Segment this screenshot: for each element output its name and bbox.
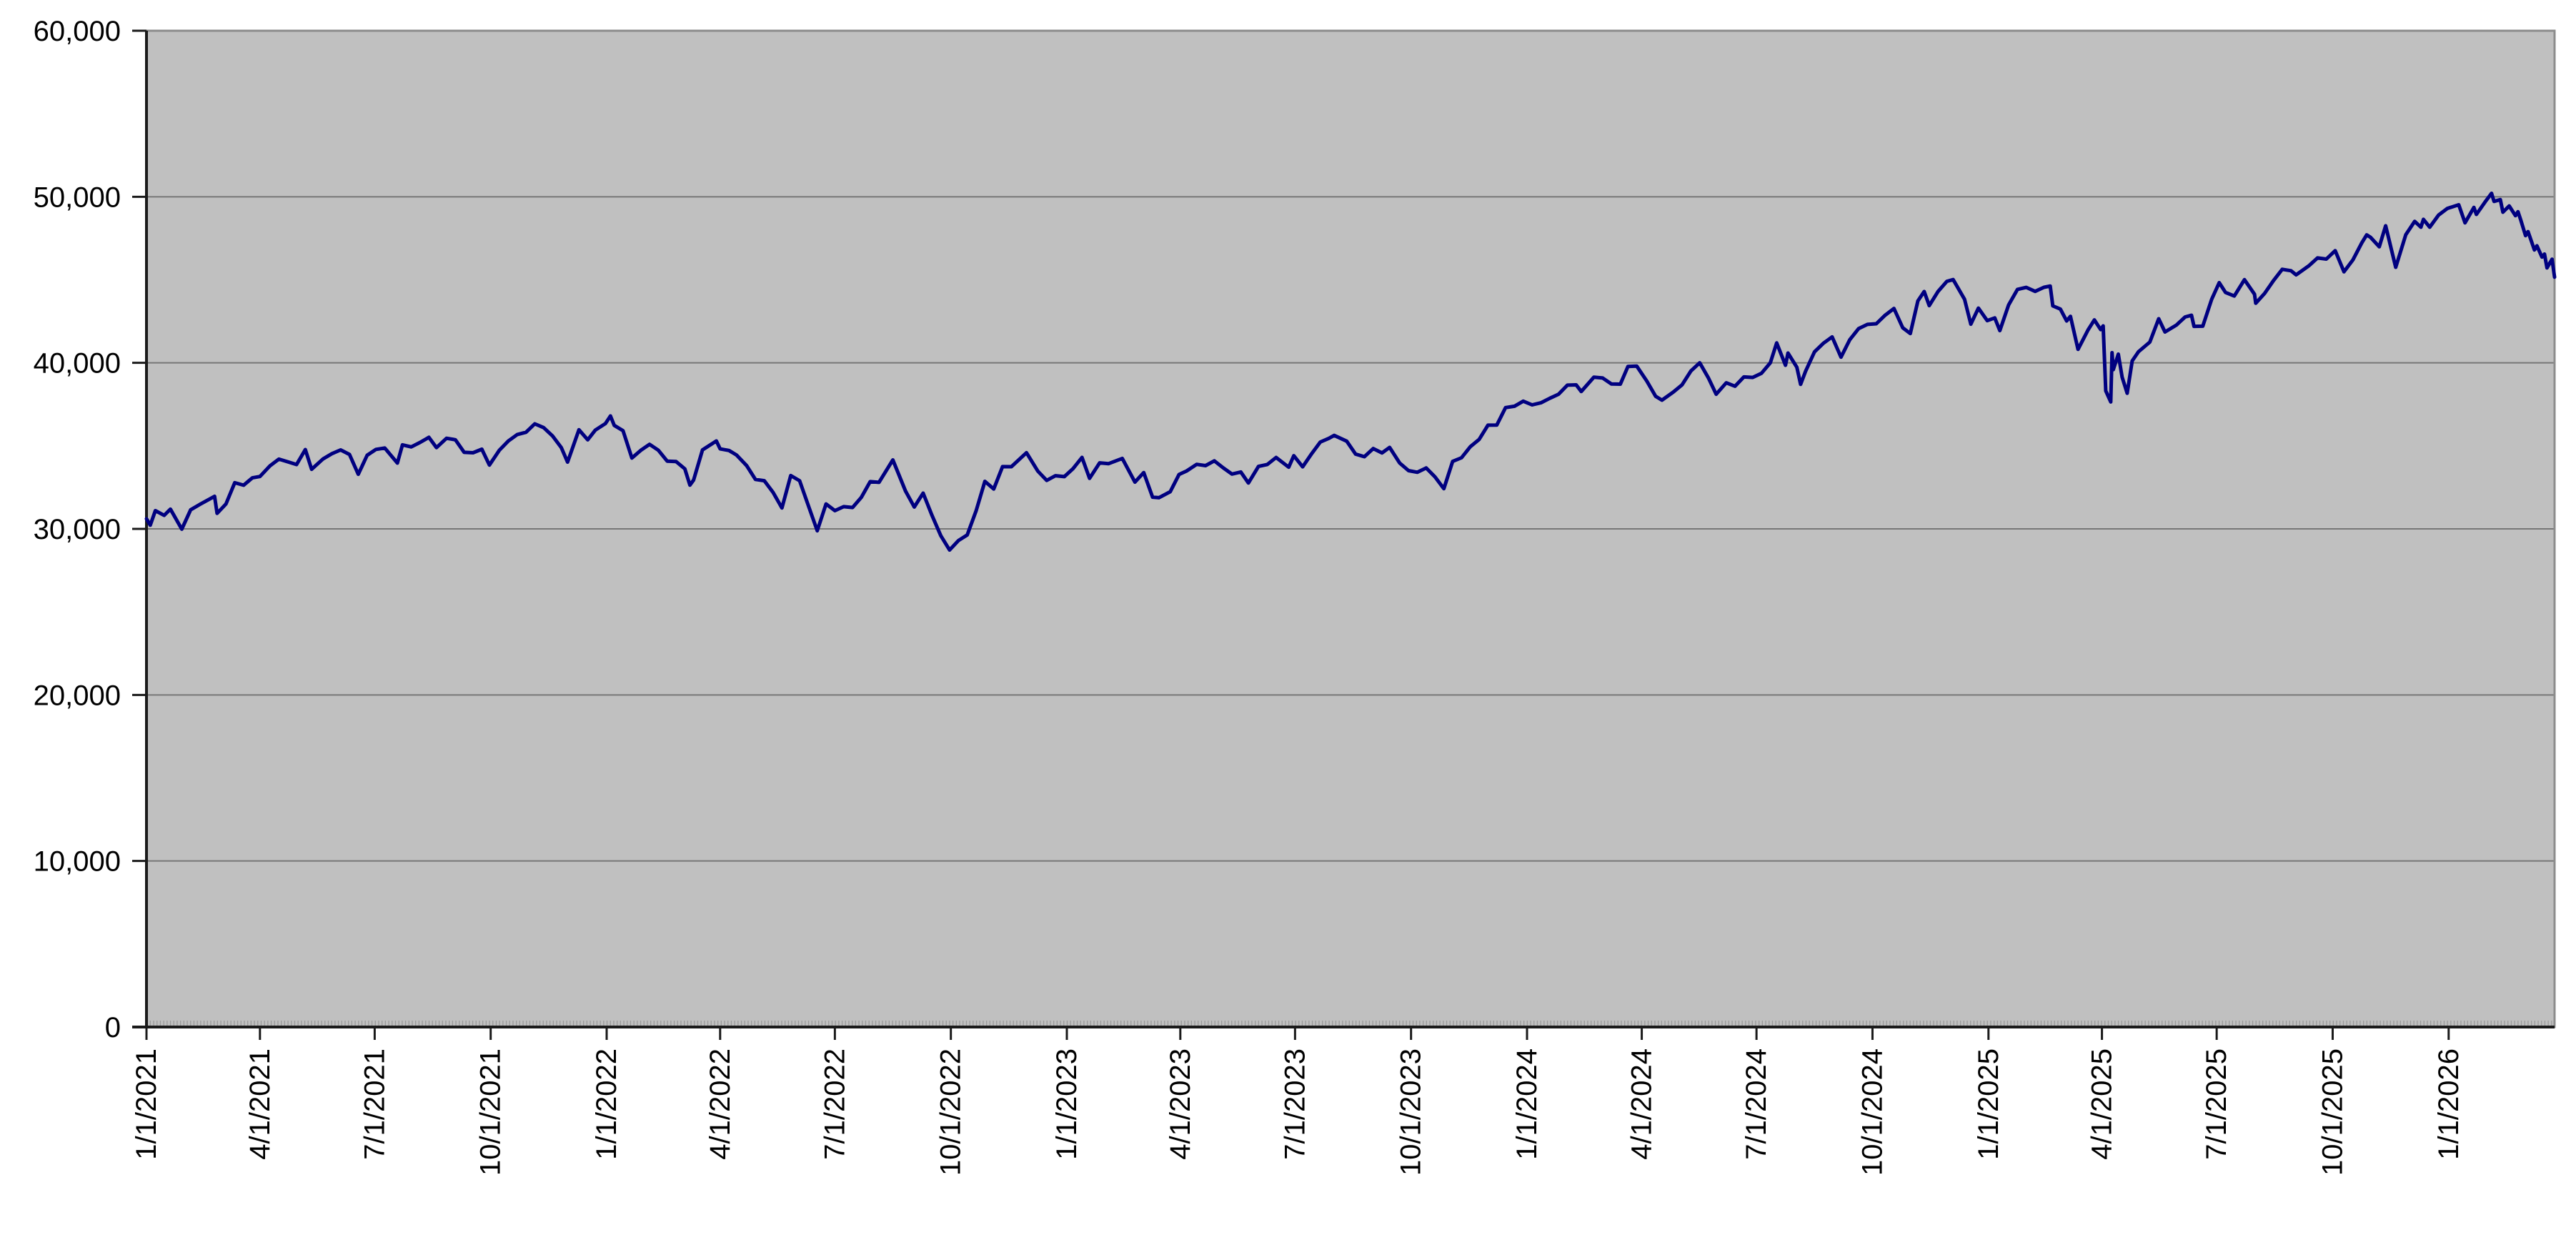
- y-tick-label: 50,000: [34, 182, 121, 213]
- x-tick-label: 7/1/2021: [359, 1048, 390, 1160]
- x-tick-label: 10/1/2024: [1856, 1048, 1888, 1176]
- y-tick-label: 40,000: [34, 348, 121, 380]
- x-tick-label: 4/1/2021: [244, 1048, 276, 1160]
- x-tick-label: 7/1/2025: [2201, 1048, 2232, 1160]
- x-tick-label: 1/1/2024: [1511, 1048, 1543, 1160]
- x-tick-label: 1/1/2022: [591, 1048, 622, 1160]
- x-tick-label: 1/1/2023: [1051, 1048, 1083, 1160]
- x-tick-label: 1/1/2026: [2433, 1048, 2465, 1160]
- y-axis-labels: 0 10,000 20,000 30,000 40,000 50,000 60,000: [34, 16, 121, 1043]
- y-tick-label: 0: [105, 1012, 121, 1043]
- x-tick-label: 10/1/2022: [935, 1048, 967, 1176]
- x-tick-label: 10/1/2021: [475, 1048, 507, 1176]
- y-tick-label: 30,000: [34, 514, 121, 545]
- x-tick-label: 10/1/2025: [2317, 1048, 2348, 1176]
- x-tick-label: 10/1/2023: [1396, 1048, 1427, 1176]
- x-tick-label: 7/1/2024: [1741, 1048, 1772, 1160]
- x-tick-label: 4/1/2022: [705, 1048, 736, 1160]
- price-line: [144, 192, 2557, 552]
- y-tick-label: 10,000: [34, 846, 121, 878]
- x-tick-label: 4/1/2025: [2087, 1048, 2118, 1160]
- x-tick-label: 1/1/2021: [131, 1048, 162, 1160]
- x-tick-label: 1/1/2025: [1973, 1048, 2004, 1160]
- x-tick-label: 4/1/2023: [1165, 1048, 1196, 1160]
- x-tick-label: 7/1/2023: [1279, 1048, 1311, 1160]
- x-axis-ticks: [145, 1027, 2450, 1040]
- x-tick-label: 4/1/2024: [1626, 1048, 1658, 1160]
- y-tick-label: 20,000: [34, 680, 121, 711]
- x-tick-label: 7/1/2022: [819, 1048, 850, 1160]
- x-axis-labels: 1/1/2021 4/1/2021 7/1/2021 10/1/2021 1/1/202…: [131, 1048, 2465, 1176]
- y-tick-label: 60,000: [34, 16, 121, 47]
